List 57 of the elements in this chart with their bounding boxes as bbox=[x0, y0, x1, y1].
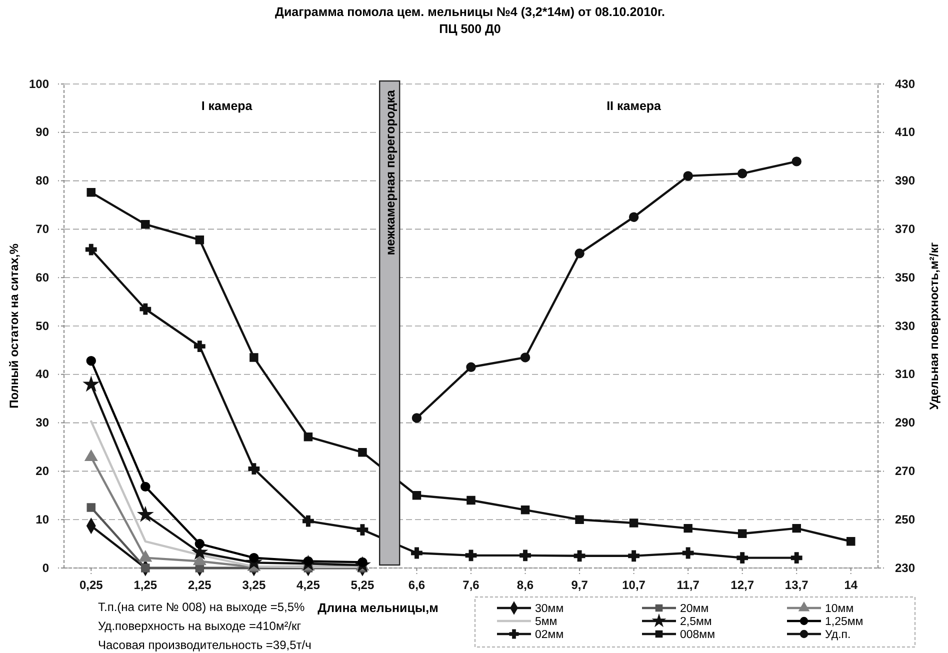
y-tick-label: 100 bbox=[28, 76, 50, 91]
y2-tick-label: 370 bbox=[895, 222, 916, 236]
y2-tick-label: 290 bbox=[895, 416, 916, 430]
annotation: II камера bbox=[606, 99, 662, 113]
y-tick-label: 50 bbox=[36, 318, 50, 333]
legend-label: 20мм bbox=[680, 603, 709, 615]
y2-tick-label: 350 bbox=[895, 270, 916, 284]
annotation: I камера bbox=[201, 99, 254, 113]
legend-label: Уд.п. bbox=[825, 629, 851, 641]
legend-label: 30мм bbox=[535, 603, 564, 615]
y2-tick-label: 390 bbox=[895, 174, 916, 188]
y2-tick-label: 310 bbox=[895, 367, 916, 382]
y-tick-label: 10 bbox=[36, 512, 50, 526]
x-tick-label: 14 bbox=[844, 578, 858, 592]
annotation: межкамерная перегородка bbox=[384, 88, 398, 256]
x-tick-label: 0,25 bbox=[79, 578, 104, 592]
y2-tick-label: 430 bbox=[895, 76, 916, 91]
y2-tick-label: 410 bbox=[895, 125, 916, 140]
y2-tick-label: 270 bbox=[895, 464, 916, 478]
chart-subtitle: ПЦ 500 Д0 bbox=[439, 22, 501, 36]
y-axis-title: Полный остаток на ситах,% bbox=[7, 243, 21, 408]
y2-tick-label: 230 bbox=[895, 560, 916, 575]
y2-tick-label: 330 bbox=[895, 318, 916, 333]
legend-label: 5мм bbox=[535, 616, 558, 628]
x-tick-label: 12,7 bbox=[730, 578, 754, 592]
x-tick-label: 4,25 bbox=[296, 578, 320, 592]
legend-label: 10мм bbox=[825, 603, 854, 615]
y-tick-label: 20 bbox=[36, 464, 50, 478]
y-tick-label: 90 bbox=[36, 125, 50, 140]
y2-axis-title: Удельная поверхность,м²/кг bbox=[927, 242, 941, 410]
y2-tick-label: 250 bbox=[895, 512, 916, 526]
text: Т.п.(на сите № 008) на выходе =5,5% bbox=[98, 600, 306, 614]
x-tick-label: 6,6 bbox=[408, 578, 426, 592]
x-tick-label: 10,7 bbox=[622, 578, 646, 592]
x-tick-label: 5,25 bbox=[350, 578, 374, 592]
chart-title: Диаграмма помола цем. мельницы №4 (3,2*14м) от 08.10.2010г. bbox=[275, 5, 665, 19]
legend-label: 1,25мм bbox=[825, 616, 864, 628]
x-tick-label: 9,7 bbox=[571, 578, 588, 592]
x-axis-title: Длина мельницы,м bbox=[318, 601, 438, 615]
legend-label: 2,5мм bbox=[680, 616, 712, 628]
y-tick-label: 70 bbox=[36, 222, 50, 236]
y-tick-label: 30 bbox=[36, 416, 50, 430]
text: Уд.поверхность на выходе =410м²/кг bbox=[98, 619, 302, 633]
y-tick-label: 60 bbox=[36, 270, 50, 284]
x-tick-label: 7,6 bbox=[462, 578, 480, 592]
x-tick-label: 8,6 bbox=[516, 578, 534, 592]
legend-label: 02мм bbox=[535, 629, 564, 641]
y-tick-label: 0 bbox=[42, 560, 50, 575]
y-tick-label: 40 bbox=[36, 367, 50, 382]
legend-label: 008мм bbox=[680, 629, 716, 641]
x-tick-label: 3,25 bbox=[242, 578, 266, 592]
x-tick-label: 11,7 bbox=[676, 578, 700, 592]
x-tick-label: 1,25 bbox=[134, 578, 158, 592]
x-tick-label: 13,7 bbox=[784, 578, 809, 592]
text: Часовая производительность =39,5т/ч bbox=[98, 638, 312, 652]
y-tick-label: 80 bbox=[36, 174, 50, 188]
x-tick-label: 2,25 bbox=[188, 578, 212, 592]
